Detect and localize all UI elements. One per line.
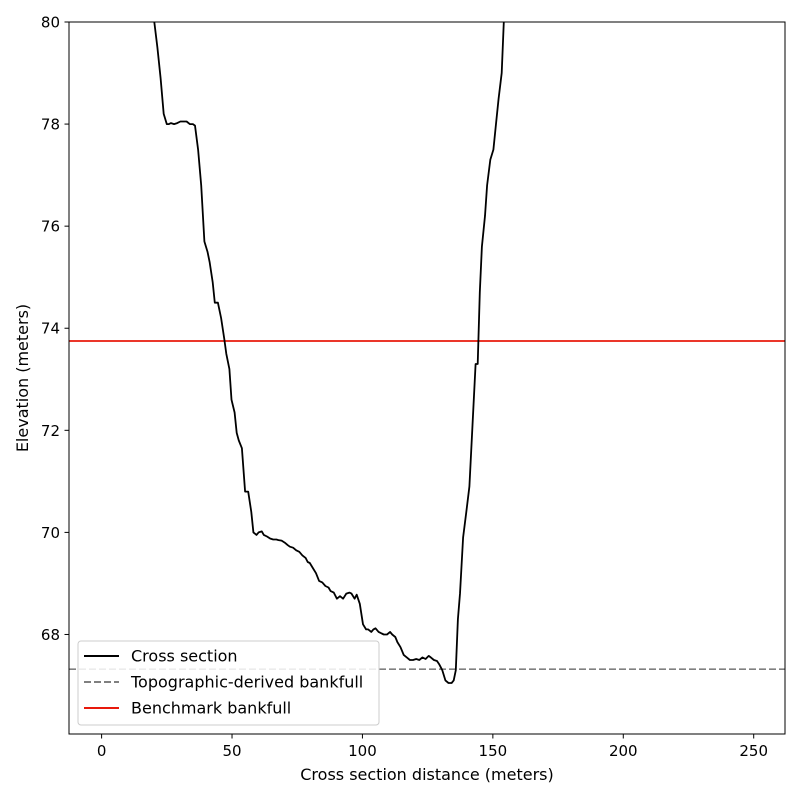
x-tick-label: 150: [479, 742, 508, 760]
cross-section-line: [153, 22, 505, 684]
y-tick-label: 80: [41, 14, 60, 32]
plot-series-layer: [69, 22, 785, 684]
legend: Cross section Topographic-derived bankfu…: [77, 640, 380, 726]
x-axis-title: Cross section distance (meters): [300, 765, 553, 784]
x-tick-label: 0: [97, 742, 107, 760]
plot-frame: [68, 21, 786, 735]
x-axis: 0 50 100 150 200 250: [97, 734, 768, 760]
x-tick-label: 50: [222, 742, 241, 760]
y-tick-label: 72: [41, 422, 60, 440]
legend-label-benchmark-bankfull: Benchmark bankfull: [131, 699, 291, 718]
y-tick-label: 68: [41, 626, 60, 644]
x-tick-label: 100: [348, 742, 377, 760]
legend-label-topographic-bankfull: Topographic-derived bankfull: [130, 673, 363, 692]
y-tick-label: 78: [41, 116, 60, 134]
y-axis: 68 70 72 74 76 78 80: [41, 14, 69, 644]
y-tick-label: 76: [41, 218, 60, 236]
y-tick-label: 70: [41, 524, 60, 542]
y-tick-label: 74: [41, 320, 60, 338]
x-tick-label: 250: [739, 742, 768, 760]
legend-label-cross-section: Cross section: [131, 647, 238, 666]
legend-box: [77, 640, 380, 726]
y-axis-title: Elevation (meters): [13, 304, 32, 452]
x-tick-label: 200: [609, 742, 638, 760]
